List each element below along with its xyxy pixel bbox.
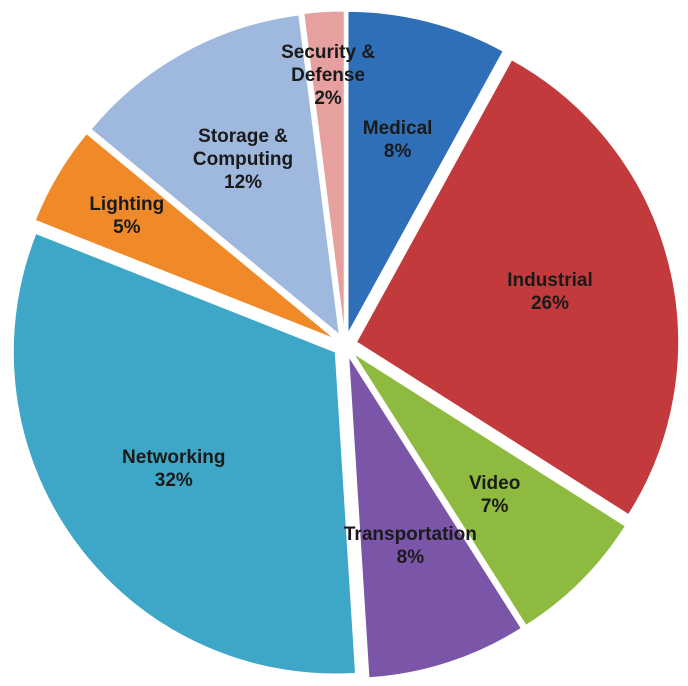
pie-slice xyxy=(90,14,340,336)
slice-label: Industrial xyxy=(507,270,593,292)
slice-label: Storage & Computing xyxy=(192,126,294,171)
slice-value: 7% xyxy=(480,495,509,517)
pie-slice xyxy=(347,10,504,334)
slice-label: Security & Defense xyxy=(281,42,376,87)
slice-value: 32% xyxy=(154,470,193,492)
slice-value: 8% xyxy=(396,547,425,569)
slice-label: Networking xyxy=(122,447,226,469)
slice-label: Video xyxy=(468,472,521,494)
slice-value: 8% xyxy=(383,141,412,162)
slice-label: Transportation xyxy=(343,524,477,546)
pie-slice xyxy=(348,356,522,679)
pie-slice xyxy=(34,132,335,340)
slice-label: Medical xyxy=(362,118,433,139)
pie-slice xyxy=(353,353,627,627)
slice-value: 26% xyxy=(530,293,569,315)
slice-label: Lighting xyxy=(89,193,165,215)
pie-slice xyxy=(355,59,680,516)
slice-value: 12% xyxy=(224,172,263,194)
pie-slice xyxy=(303,10,345,334)
slice-value: 5% xyxy=(113,216,141,238)
pie-slice xyxy=(12,232,357,675)
slice-value: 2% xyxy=(314,88,342,110)
